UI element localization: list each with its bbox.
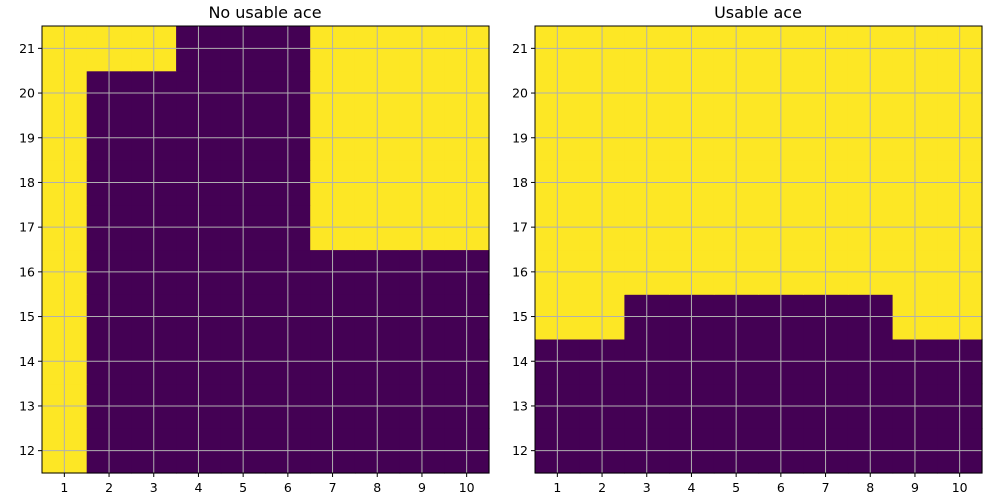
x-tick-label: 9 — [911, 480, 919, 495]
y-tick-label: 13 — [512, 398, 528, 413]
y-tick-label: 15 — [512, 309, 528, 324]
x-tick-label: 1 — [553, 480, 561, 495]
x-tick-label: 2 — [105, 480, 113, 495]
plot-frame — [534, 25, 983, 474]
y-tick-label: 14 — [512, 354, 528, 369]
x-tick-label: 3 — [150, 480, 158, 495]
heatmap-panel-no-usable-ace: No usable ace 1 2 3 4 5 6 7 8 9 10121314151617181… — [19, 3, 490, 495]
y-tick-label: 16 — [512, 264, 528, 279]
y-tick-label: 18 — [19, 175, 35, 190]
y-tick-label: 21 — [19, 41, 35, 56]
x-tick-label: 6 — [777, 480, 785, 495]
x-tick-label: 8 — [866, 480, 874, 495]
y-tick-label: 12 — [19, 443, 35, 458]
plot-frame — [41, 25, 490, 474]
x-tick-label: 5 — [239, 480, 247, 495]
heatmap-panel-usable-ace: Usable ace 1 2 3 4 5 6 7 8 9 10121314151617181920… — [512, 3, 983, 495]
x-tick-label: 9 — [418, 480, 426, 495]
x-tick-label: 8 — [373, 480, 381, 495]
chart-title: Usable ace — [714, 3, 802, 22]
y-tick-label: 18 — [512, 175, 528, 190]
x-tick-label: 4 — [687, 480, 695, 495]
y-tick-label: 17 — [512, 220, 528, 235]
y-tick-label: 19 — [19, 130, 35, 145]
x-tick-label: 1 — [60, 480, 68, 495]
x-tick-label: 2 — [598, 480, 606, 495]
x-tick-label: 7 — [329, 480, 337, 495]
y-tick-label: 20 — [19, 86, 35, 101]
x-tick-label: 5 — [732, 480, 740, 495]
x-tick-label: 3 — [643, 480, 651, 495]
x-tick-label: 7 — [822, 480, 830, 495]
x-tick-label: 4 — [194, 480, 202, 495]
y-tick-label: 17 — [19, 220, 35, 235]
x-tick-label: 6 — [284, 480, 292, 495]
x-tick-label: 10 — [459, 480, 475, 495]
y-tick-label: 20 — [512, 86, 528, 101]
y-tick-label: 12 — [512, 443, 528, 458]
y-tick-label: 13 — [19, 398, 35, 413]
chart-title: No usable ace — [208, 3, 321, 22]
y-tick-label: 21 — [512, 41, 528, 56]
y-tick-label: 16 — [19, 264, 35, 279]
y-tick-label: 19 — [512, 130, 528, 145]
x-tick-label: 10 — [952, 480, 968, 495]
y-tick-label: 15 — [19, 309, 35, 324]
y-tick-label: 14 — [19, 354, 35, 369]
